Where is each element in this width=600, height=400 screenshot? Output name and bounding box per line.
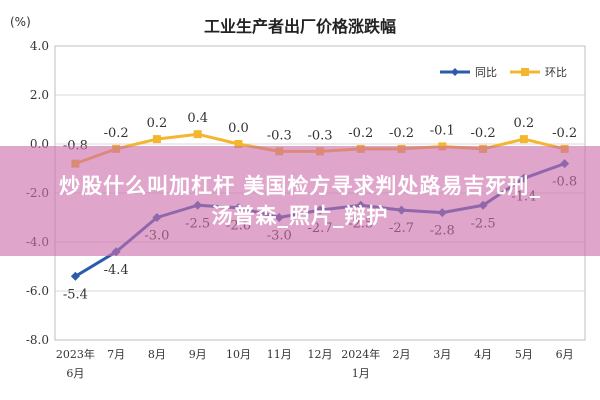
overlay-line-2: 汤普森_照片_辩护 (211, 204, 389, 228)
legend: 同比 环比 (440, 66, 567, 79)
x-tick-label: 11月 (267, 348, 292, 361)
data-label: 0.2 (514, 116, 535, 131)
y-tick-label: -8.0 (26, 333, 49, 347)
x-tick-label: 8月 (148, 348, 166, 361)
y-unit-label: (%) (10, 15, 31, 29)
data-label: -0.2 (348, 126, 373, 141)
data-label: 0.4 (187, 111, 208, 126)
series-marker (152, 135, 161, 144)
series-marker (70, 271, 80, 281)
x-tick-label: 9月 (189, 348, 207, 361)
x-tick-label: 3月 (433, 348, 451, 361)
data-label: 0.0 (228, 121, 249, 136)
legend-marker (451, 68, 459, 76)
x-tick-label: 5月 (515, 348, 533, 361)
data-label: -0.2 (389, 126, 414, 141)
data-label: -0.2 (471, 126, 496, 141)
data-label: -0.2 (552, 126, 577, 141)
x-tick-label: 12月 (308, 348, 333, 361)
x-tick-label: 6月 (66, 367, 84, 380)
chart-title: 工业生产者出厂价格涨跌幅 (204, 17, 396, 36)
overlay-line-1: 炒股什么叫加杠杆 美国检方寻求判处路易吉死刑_ (59, 174, 541, 198)
x-tick-label: 1月 (352, 367, 370, 380)
legend-label: 同比 (475, 66, 497, 79)
data-label: 0.2 (147, 116, 168, 131)
x-tick-label: 10月 (226, 348, 251, 361)
series-marker (234, 140, 243, 148)
legend-marker (521, 68, 529, 76)
data-label: -0.3 (307, 128, 332, 143)
data-label: -0.2 (104, 126, 129, 141)
data-label: -0.3 (267, 128, 292, 143)
overlay-banner[interactable]: 炒股什么叫加杠杆 美国检方寻求判处路易吉死刑_ 汤普森_照片_辩护 (0, 146, 600, 256)
data-label: -4.4 (104, 263, 129, 278)
x-tick-label: 7月 (107, 348, 125, 361)
x-tick-label: 2月 (393, 348, 411, 361)
data-label: -5.4 (63, 287, 88, 302)
x-tick-label: 2023年 (56, 347, 95, 361)
data-label: -0.1 (430, 123, 455, 138)
y-tick-label: -6.0 (26, 284, 49, 298)
x-tick-label: 2024年 (341, 347, 380, 361)
x-tick-label: 4月 (474, 348, 492, 361)
series-marker (193, 130, 202, 139)
legend-label: 环比 (545, 66, 567, 79)
x-tick-label: 6月 (556, 348, 574, 361)
y-tick-label: 4.0 (30, 39, 49, 53)
series-marker (519, 135, 528, 144)
y-tick-label: 2.0 (30, 88, 49, 102)
